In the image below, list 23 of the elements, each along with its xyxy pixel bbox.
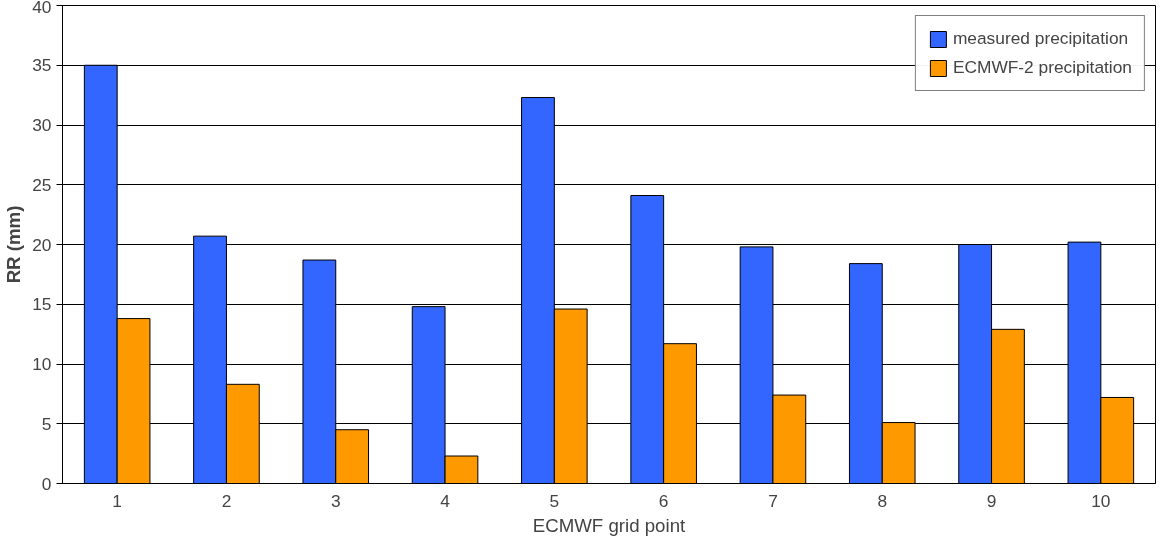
x-tick-label: 2 (221, 490, 232, 511)
y-tick-label: 15 (32, 294, 52, 315)
y-axis-title: RR (mm) (3, 205, 25, 284)
y-tick-label: 0 (41, 473, 52, 494)
y-tick-label: 10 (32, 354, 52, 374)
x-tick-label: 9 (986, 490, 997, 511)
x-tick-label: 1 (112, 490, 122, 511)
x-tick-label: 5 (549, 490, 560, 511)
x-tick-label: 8 (877, 490, 888, 511)
y-tick-label: 5 (41, 413, 52, 434)
y-tick-label: 20 (32, 234, 52, 255)
x-tick-label: 6 (658, 490, 669, 511)
x-tick-label: 4 (440, 490, 451, 511)
y-tick-label: 30 (32, 115, 52, 135)
y-tick-label: 35 (32, 55, 52, 76)
x-tick-label: 7 (768, 490, 778, 511)
y-tick-label: 25 (32, 174, 52, 195)
legend-label: ECMWF-2 precipitation (952, 57, 1132, 78)
x-tick-label: 10 (1091, 490, 1111, 511)
legend-label: measured precipitation (952, 28, 1129, 49)
x-axis-title: ECMWF grid point (532, 514, 687, 536)
x-tick-label: 3 (330, 490, 341, 511)
y-tick-label: 40 (32, 0, 52, 17)
